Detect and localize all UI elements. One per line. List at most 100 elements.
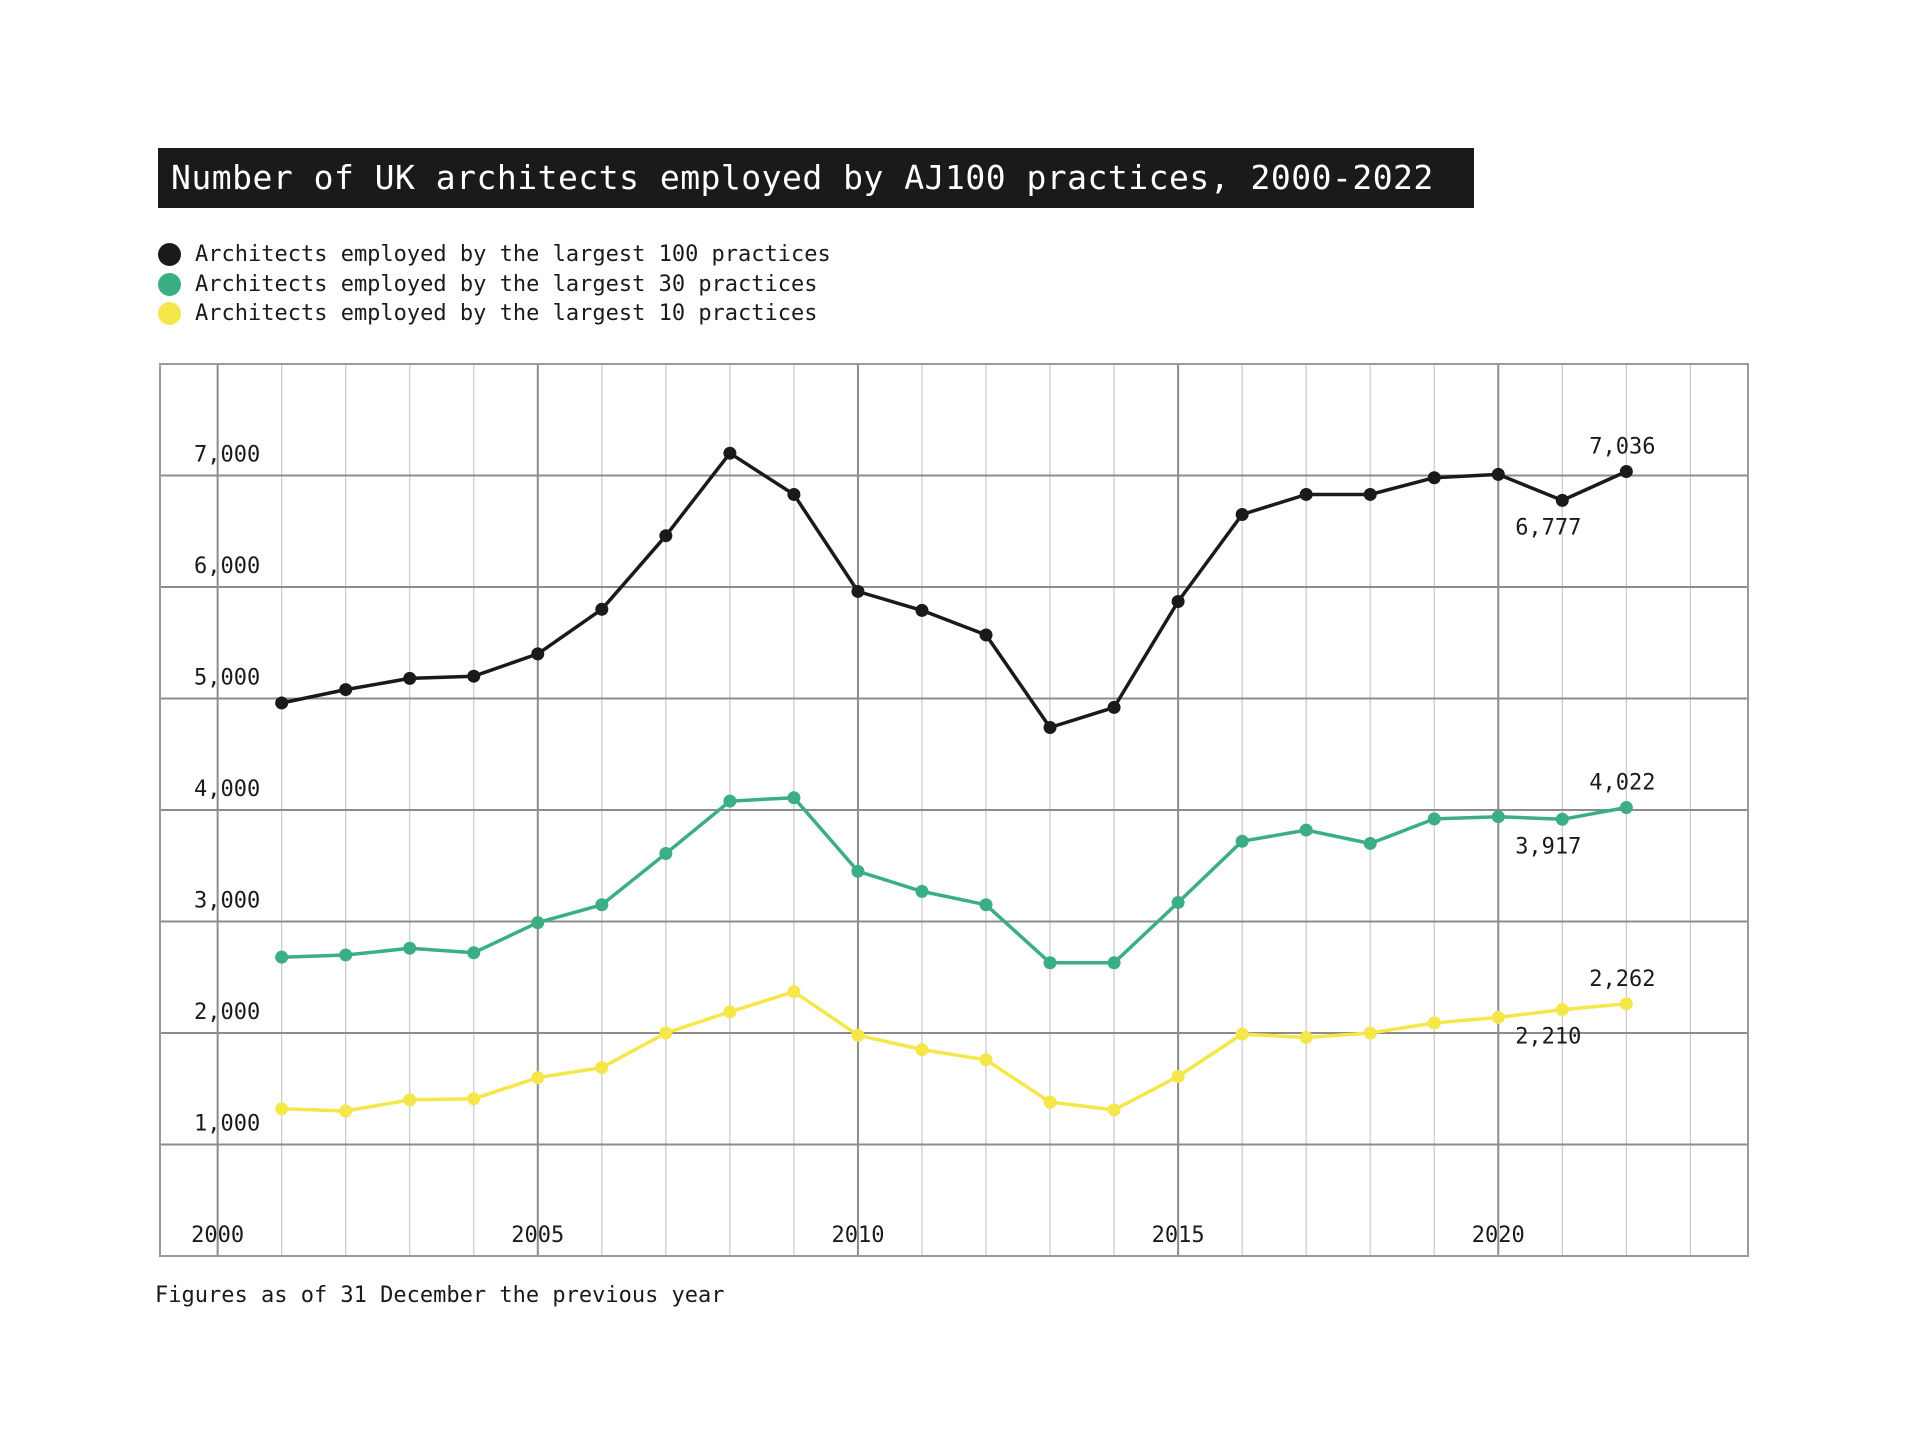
legend-label-top-30: Architects employed by the largest 30 pr… xyxy=(195,271,818,297)
x-tick-label: 2010 xyxy=(831,1223,884,1248)
y-tick-label: 4,000 xyxy=(194,777,260,802)
x-tick-label: 2005 xyxy=(511,1223,564,1248)
data-point xyxy=(1427,471,1441,485)
data-point xyxy=(403,1093,417,1107)
data-point xyxy=(531,916,545,930)
y-tick-label: 1,000 xyxy=(194,1112,260,1137)
data-point xyxy=(1363,487,1377,501)
series-line-0 xyxy=(281,451,1628,730)
legend-label-top-10: Architects employed by the largest 10 pr… xyxy=(195,301,818,327)
data-point xyxy=(1107,1103,1121,1117)
x-tick-label: 2020 xyxy=(1472,1223,1525,1248)
data-point xyxy=(531,1071,545,1085)
data-point xyxy=(1235,1027,1249,1041)
data-point xyxy=(1107,956,1121,970)
data-point xyxy=(1299,1030,1313,1044)
legend-marker-top-100 xyxy=(158,243,181,267)
data-point xyxy=(1299,487,1313,501)
data-point xyxy=(595,602,609,616)
legend-marker-top-10 xyxy=(158,302,181,326)
data-label: 2,210 xyxy=(1515,1025,1581,1050)
data-point xyxy=(915,1043,929,1057)
x-tick-label: 2000 xyxy=(191,1223,244,1248)
legend-item-top-100: Architects employed by the largest 100 p… xyxy=(158,240,831,270)
data-point xyxy=(1043,1095,1057,1109)
data-point xyxy=(1235,834,1249,848)
data-point xyxy=(1107,700,1121,714)
series-line-1 xyxy=(281,795,1627,965)
data-point xyxy=(1043,956,1057,970)
chart-title: Number of UK architects employed by AJ10… xyxy=(158,148,1474,208)
data-point xyxy=(1363,836,1377,850)
data-point xyxy=(1619,997,1633,1011)
data-point xyxy=(659,529,673,543)
legend-item-top-30: Architects employed by the largest 30 pr… xyxy=(158,270,831,300)
data-point xyxy=(467,669,481,683)
data-point xyxy=(1491,1010,1505,1024)
data-point xyxy=(1043,720,1057,734)
data-point xyxy=(723,1005,737,1019)
data-point xyxy=(275,696,289,710)
y-tick-label: 5,000 xyxy=(194,666,260,691)
data-point xyxy=(467,946,481,960)
legend-marker-top-30 xyxy=(158,272,181,296)
data-label: 7,036 xyxy=(1589,434,1655,459)
y-tick-label: 6,000 xyxy=(194,554,260,579)
data-point xyxy=(1555,1003,1569,1017)
data-point xyxy=(659,846,673,860)
data-point xyxy=(851,1028,865,1042)
data-point xyxy=(275,950,289,964)
y-tick-label: 3,000 xyxy=(194,889,260,914)
data-point xyxy=(339,683,353,697)
data-point xyxy=(851,864,865,878)
data-point xyxy=(979,1053,993,1067)
data-label: 6,777 xyxy=(1515,515,1581,540)
data-point xyxy=(1171,594,1185,608)
data-point xyxy=(1491,467,1505,481)
data-point xyxy=(595,1061,609,1075)
series-line-2 xyxy=(281,989,1627,1113)
data-point xyxy=(1427,812,1441,826)
data-point xyxy=(1363,1026,1377,1040)
data-point xyxy=(339,1104,353,1118)
data-label: 2,262 xyxy=(1589,967,1655,992)
x-tick-label: 2015 xyxy=(1152,1223,1205,1248)
y-tick-label: 7,000 xyxy=(194,443,260,468)
data-point xyxy=(787,791,801,805)
data-point xyxy=(339,948,353,962)
data-point xyxy=(1555,493,1569,507)
data-point xyxy=(851,584,865,598)
data-point xyxy=(1619,464,1633,478)
data-point xyxy=(595,898,609,912)
data-point xyxy=(659,1026,673,1040)
data-label: 4,022 xyxy=(1589,771,1655,796)
data-point xyxy=(1299,823,1313,837)
data-point xyxy=(723,794,737,808)
data-point xyxy=(531,647,545,661)
data-point xyxy=(1619,801,1633,815)
data-point xyxy=(787,487,801,501)
footnote: Figures as of 31 December the previous y… xyxy=(155,1283,725,1308)
data-point xyxy=(787,985,801,999)
plot-frame xyxy=(159,363,1749,1257)
data-point xyxy=(275,1102,289,1116)
data-point xyxy=(979,898,993,912)
legend: Architects employed by the largest 100 p… xyxy=(158,240,831,329)
data-point xyxy=(1171,896,1185,910)
legend-label-top-100: Architects employed by the largest 100 p… xyxy=(195,242,831,268)
data-point xyxy=(915,884,929,898)
data-point xyxy=(467,1092,481,1106)
y-tick-label: 2,000 xyxy=(194,1000,260,1025)
data-point xyxy=(1491,810,1505,824)
data-point xyxy=(979,628,993,642)
legend-item-top-10: Architects employed by the largest 10 pr… xyxy=(158,299,831,329)
data-point xyxy=(1235,508,1249,522)
data-label: 3,917 xyxy=(1515,834,1581,859)
data-point xyxy=(403,671,417,685)
data-point xyxy=(403,941,417,955)
data-point xyxy=(1555,812,1569,826)
data-point xyxy=(1427,1016,1441,1030)
data-point xyxy=(723,446,737,460)
data-point xyxy=(915,603,929,617)
